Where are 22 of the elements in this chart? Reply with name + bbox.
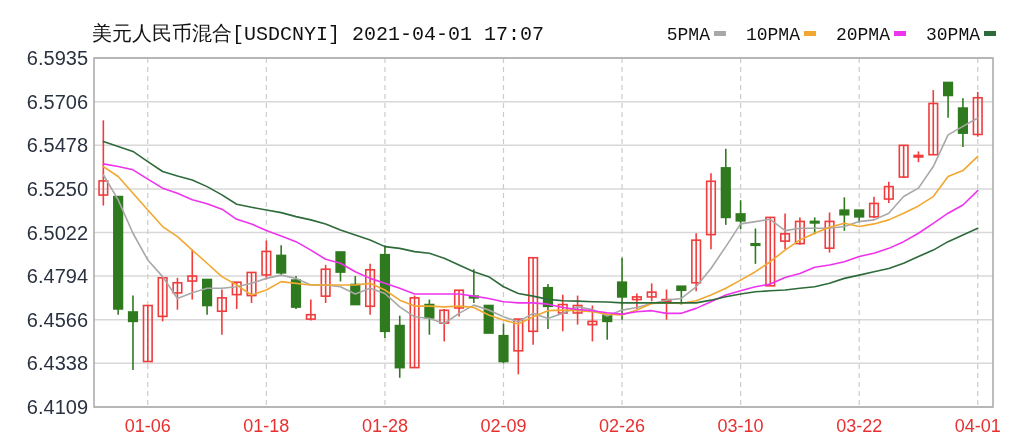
y-tick-label: 6.5478 xyxy=(26,134,88,157)
legend-label: 20PMA xyxy=(835,25,891,45)
y-tick-label: 6.4566 xyxy=(26,308,88,331)
y-tick-label: 6.5022 xyxy=(26,221,88,244)
legend-label: 30PMA xyxy=(925,25,981,45)
y-tick-label: 6.5706 xyxy=(26,90,88,113)
x-tick-label: 02-09 xyxy=(480,416,527,436)
chart-title: 美元人民币混合[USDCNYI] 2021-04-01 17:07 xyxy=(92,22,545,46)
legend-label: 5PMA xyxy=(666,25,711,45)
x-tick-label: 01-28 xyxy=(361,416,408,436)
x-tick-label: 02-26 xyxy=(599,416,646,436)
x-tick-label: 04-01 xyxy=(954,416,1001,436)
x-tick-label: 01-18 xyxy=(243,416,290,436)
y-tick-label: 6.4794 xyxy=(26,265,88,288)
y-tick-label: 6.4109 xyxy=(26,396,88,418)
y-tick-label: 6.4338 xyxy=(26,352,88,375)
legend-label: 10PMA xyxy=(745,25,801,45)
x-tick-label: 03-22 xyxy=(836,416,883,436)
x-tick-label: 01-06 xyxy=(124,416,171,436)
x-tick-label: 03-10 xyxy=(717,416,764,436)
y-tick-label: 6.5250 xyxy=(26,177,88,200)
y-tick-label: 6.5935 xyxy=(26,47,88,69)
